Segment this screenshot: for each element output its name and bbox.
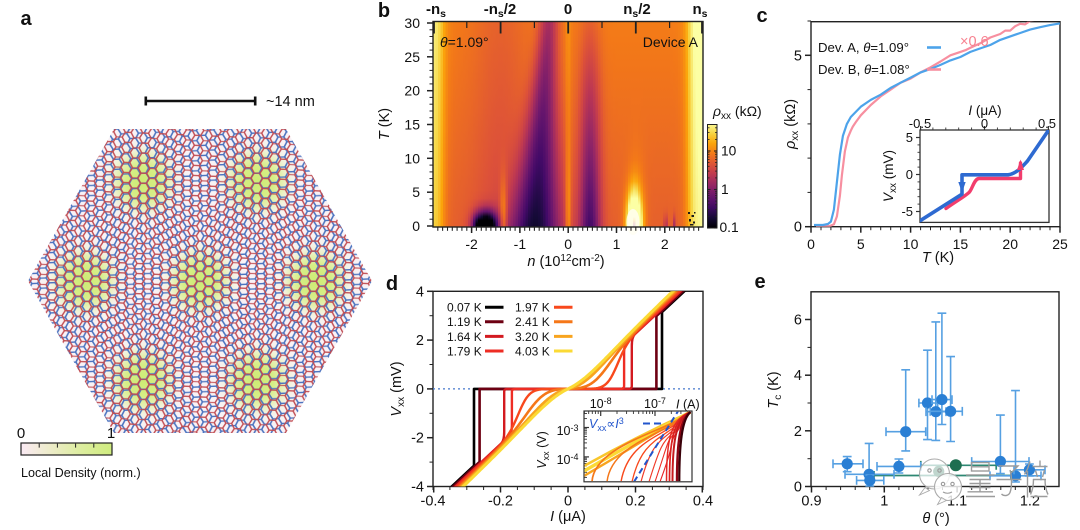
svg-text:-2: -2 — [465, 236, 478, 252]
svg-text:Dev. A, θ=1.09°: Dev. A, θ=1.09° — [818, 40, 909, 55]
svg-text:-5: -5 — [901, 204, 913, 219]
svg-text:15: 15 — [404, 116, 420, 132]
svg-text:5: 5 — [794, 48, 802, 64]
svg-text:2: 2 — [416, 333, 424, 349]
svg-text:Local Density (norm.): Local Density (norm.) — [21, 466, 141, 480]
svg-text:ns/2: ns/2 — [623, 1, 651, 20]
svg-text:1.64 K: 1.64 K — [447, 330, 482, 344]
svg-text:0: 0 — [807, 236, 815, 252]
svg-text:-1: -1 — [514, 236, 527, 252]
svg-text:1: 1 — [613, 236, 621, 252]
svg-text:θ=1.09°: θ=1.09° — [440, 34, 489, 50]
svg-text:0: 0 — [906, 167, 913, 182]
svg-text:2.41 K: 2.41 K — [515, 315, 550, 329]
svg-text:4: 4 — [794, 368, 802, 384]
svg-text:0: 0 — [794, 480, 802, 496]
svg-text:0: 0 — [981, 116, 988, 131]
svg-text:I (μA): I (μA) — [550, 509, 586, 525]
svg-text:10: 10 — [721, 144, 737, 159]
svg-text:0.2: 0.2 — [625, 494, 645, 510]
svg-text:4.03 K: 4.03 K — [515, 344, 550, 358]
svg-text:1: 1 — [880, 494, 888, 510]
svg-text:-0.5: -0.5 — [909, 116, 931, 131]
svg-text:Vxx (mV): Vxx (mV) — [881, 150, 899, 202]
svg-text:5: 5 — [906, 130, 913, 145]
svg-text:25: 25 — [1052, 236, 1068, 252]
svg-text:T (K): T (K) — [377, 108, 393, 140]
svg-text:2: 2 — [794, 424, 802, 440]
svg-text:I (μA): I (μA) — [968, 103, 1001, 118]
svg-text:15: 15 — [953, 236, 969, 252]
svg-text:1: 1 — [107, 425, 115, 442]
svg-text:6: 6 — [794, 313, 802, 329]
svg-text:0: 0 — [416, 382, 424, 398]
svg-text:20: 20 — [1002, 236, 1018, 252]
svg-text:1.2: 1.2 — [1020, 494, 1040, 510]
svg-text:5: 5 — [857, 236, 865, 252]
svg-text:1.97 K: 1.97 K — [515, 301, 550, 315]
svg-text:0.5: 0.5 — [1038, 116, 1056, 131]
svg-text:a: a — [20, 8, 32, 30]
svg-text:10: 10 — [903, 236, 919, 252]
svg-text:-0.4: -0.4 — [421, 494, 446, 510]
svg-text:0.07 K: 0.07 K — [447, 301, 482, 315]
svg-text:2: 2 — [661, 236, 669, 252]
svg-text:10: 10 — [404, 150, 420, 166]
svg-text:0.9: 0.9 — [801, 494, 821, 510]
svg-text:25: 25 — [404, 49, 420, 65]
svg-text:-4: -4 — [411, 480, 424, 496]
svg-text:0: 0 — [564, 494, 572, 510]
svg-text:5: 5 — [412, 184, 420, 200]
svg-text:-2: -2 — [411, 431, 424, 447]
svg-text:0.1: 0.1 — [720, 220, 739, 235]
svg-text:b: b — [378, 0, 390, 22]
svg-text:Dev. B, θ=1.08°: Dev. B, θ=1.08° — [818, 62, 910, 77]
svg-text:I (A): I (A) — [676, 398, 700, 412]
svg-text:Vxx (V): Vxx (V) — [535, 431, 551, 468]
svg-text:Device A: Device A — [643, 34, 699, 50]
svg-text:~14 nm: ~14 nm — [266, 94, 315, 110]
svg-text:30: 30 — [404, 15, 420, 31]
svg-text:3.20 K: 3.20 K — [515, 330, 550, 344]
svg-text:Vxx (mV): Vxx (mV) — [389, 361, 407, 416]
svg-text:0: 0 — [794, 220, 802, 236]
svg-text:0: 0 — [412, 218, 420, 234]
svg-text:1.19 K: 1.19 K — [447, 315, 482, 329]
svg-text:20: 20 — [404, 83, 420, 99]
svg-text:Vxx∝I3: Vxx∝I3 — [589, 416, 624, 433]
svg-text:c: c — [756, 5, 767, 27]
svg-text:1.79 K: 1.79 K — [447, 344, 482, 358]
svg-text:d: d — [386, 273, 398, 295]
svg-text:n (1012cm-2): n (1012cm-2) — [527, 253, 604, 270]
svg-text:×0.6: ×0.6 — [960, 34, 989, 50]
svg-text:4: 4 — [416, 284, 424, 300]
svg-text:e: e — [754, 271, 765, 293]
svg-text:T (K): T (K) — [922, 250, 954, 266]
svg-text:0: 0 — [17, 425, 25, 442]
svg-text:ρxx (kΩ): ρxx (kΩ) — [783, 99, 801, 150]
svg-text:1: 1 — [721, 182, 729, 197]
svg-text:0: 0 — [564, 1, 572, 18]
svg-text:-0.2: -0.2 — [488, 494, 513, 510]
svg-text:0: 0 — [564, 236, 572, 252]
svg-text:ρxx (kΩ): ρxx (kΩ) — [712, 103, 762, 122]
svg-text:θ (°): θ (°) — [922, 511, 949, 527]
svg-text:0.4: 0.4 — [693, 494, 713, 510]
svg-text:Tc (K): Tc (K) — [766, 371, 784, 408]
svg-text:-ns/2: -ns/2 — [484, 1, 517, 20]
